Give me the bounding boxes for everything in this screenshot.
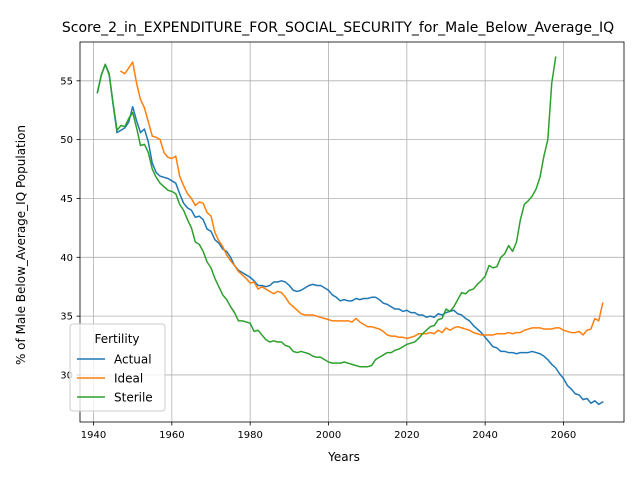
x-tick-label: 2060: [551, 430, 576, 441]
y-tick-label: 30: [60, 371, 73, 382]
plot-frame: [79, 41, 625, 423]
series-lines: [96, 56, 604, 406]
legend-label-ideal: Ideal: [114, 371, 143, 385]
legend-box: [69, 323, 166, 412]
y-tick-label: 50: [60, 135, 73, 146]
legend-label-sterile: Sterile: [114, 390, 153, 404]
legend-title: Fertility: [94, 332, 139, 346]
x-tick-label: 2000: [316, 430, 341, 441]
series-line-sterile: [96, 56, 557, 368]
chart-title: Score_2_in_EXPENDITURE_FOR_SOCIAL_SECURI…: [62, 20, 614, 36]
x-tick-label: 1940: [81, 430, 106, 441]
x-tick-label: 1980: [237, 430, 262, 441]
x-axis-ticks: 1940 1960 1980 2000 2020 2040 2060: [81, 422, 576, 441]
x-tick-label: 1960: [159, 430, 184, 441]
x-tick-label: 2040: [472, 430, 497, 441]
y-tick-label: 55: [60, 76, 73, 87]
series-line-ideal: [119, 61, 604, 340]
y-axis-label: % of Male Below_Average_IQ Population: [14, 125, 28, 365]
series-line-actual: [96, 63, 604, 406]
x-tick-label: 2020: [394, 430, 419, 441]
y-tick-label: 40: [60, 253, 73, 264]
legend-items: Actual Ideal Sterile: [77, 352, 153, 404]
legend: Fertility Actual Ideal Sterile: [69, 323, 166, 412]
y-tick-label: 35: [60, 312, 73, 323]
legend-label-actual: Actual: [114, 352, 152, 366]
x-axis-label: Years: [327, 450, 360, 464]
y-tick-label: 45: [60, 194, 73, 205]
grid-lines: [80, 42, 624, 422]
